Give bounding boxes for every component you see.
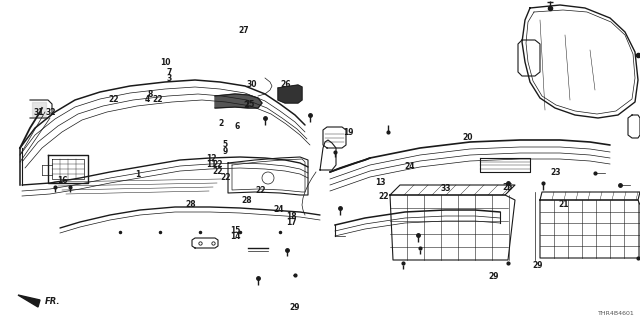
Text: 10: 10 bbox=[160, 58, 170, 67]
Text: 16: 16 bbox=[58, 176, 68, 185]
Text: 1: 1 bbox=[135, 170, 140, 179]
Text: 23: 23 bbox=[550, 168, 561, 177]
Polygon shape bbox=[278, 85, 302, 103]
Text: FR.: FR. bbox=[45, 298, 61, 307]
Text: 27: 27 bbox=[238, 26, 248, 35]
Text: 22: 22 bbox=[212, 167, 223, 176]
Text: 12: 12 bbox=[206, 154, 216, 163]
Text: 2: 2 bbox=[244, 101, 249, 110]
Text: 6: 6 bbox=[234, 122, 239, 131]
Text: 29: 29 bbox=[289, 303, 300, 312]
Text: 28: 28 bbox=[242, 196, 252, 204]
Polygon shape bbox=[215, 94, 262, 108]
Text: 22: 22 bbox=[109, 95, 119, 104]
Text: 32: 32 bbox=[46, 108, 56, 116]
Text: 21: 21 bbox=[558, 200, 568, 209]
Text: 13: 13 bbox=[376, 178, 386, 187]
Text: 4: 4 bbox=[145, 95, 150, 104]
Text: 25: 25 bbox=[244, 100, 255, 108]
Text: 29: 29 bbox=[488, 272, 499, 281]
Text: 22: 22 bbox=[256, 186, 266, 195]
Text: 2: 2 bbox=[218, 119, 223, 128]
Text: 18: 18 bbox=[286, 212, 296, 220]
Text: 30: 30 bbox=[247, 80, 257, 89]
Text: 22: 22 bbox=[379, 192, 389, 201]
Text: 14: 14 bbox=[230, 232, 241, 241]
Text: 3: 3 bbox=[167, 74, 172, 83]
Text: 22: 22 bbox=[221, 173, 231, 182]
Text: 22: 22 bbox=[212, 160, 223, 169]
Text: 29: 29 bbox=[532, 261, 543, 270]
Text: THR4B4601: THR4B4601 bbox=[598, 311, 635, 316]
Text: 11: 11 bbox=[206, 160, 216, 169]
Text: 8: 8 bbox=[147, 90, 152, 99]
Text: 7: 7 bbox=[167, 68, 172, 76]
Text: 5: 5 bbox=[223, 140, 228, 148]
Text: 17: 17 bbox=[286, 218, 296, 227]
Text: 24: 24 bbox=[404, 162, 415, 171]
Text: 19: 19 bbox=[344, 128, 354, 137]
Text: 9: 9 bbox=[223, 147, 228, 156]
Text: 22: 22 bbox=[152, 95, 163, 104]
Text: 31: 31 bbox=[33, 108, 44, 116]
Text: 33: 33 bbox=[440, 184, 451, 193]
Text: 24: 24 bbox=[273, 205, 284, 214]
Text: 26: 26 bbox=[280, 80, 291, 89]
Text: 15: 15 bbox=[230, 226, 241, 235]
Text: 28: 28 bbox=[186, 200, 196, 209]
Text: 25: 25 bbox=[502, 183, 513, 192]
Polygon shape bbox=[18, 295, 40, 307]
Text: 20: 20 bbox=[462, 133, 472, 142]
